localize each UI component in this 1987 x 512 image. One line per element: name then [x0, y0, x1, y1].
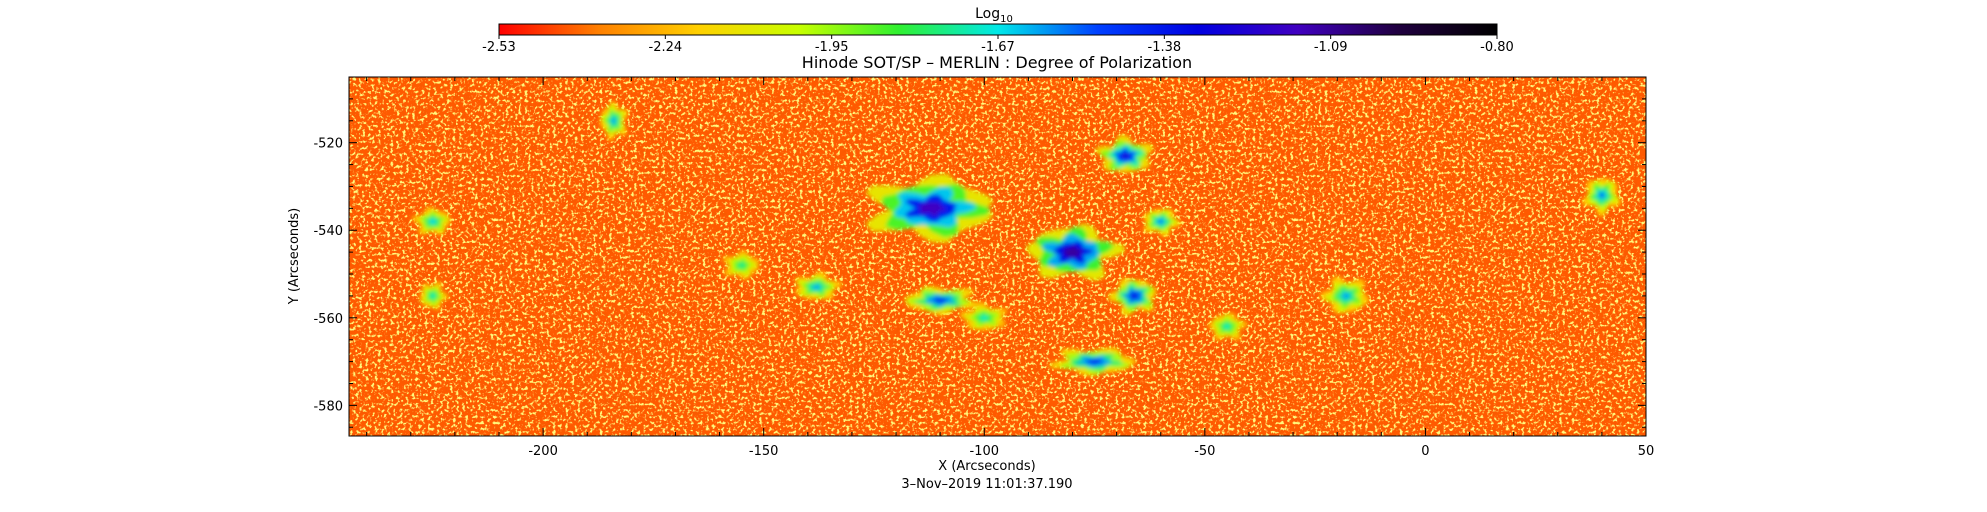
active-region [1026, 223, 1125, 281]
x-tick-label: 50 [1638, 444, 1655, 459]
chart-title: Hinode SOT/SP – MERLIN : Degree of Polar… [802, 53, 1192, 72]
colorbar-gradient [498, 23, 1498, 36]
region-contour [979, 314, 989, 321]
y-tick-label: -540 [313, 224, 343, 239]
active-region [1582, 178, 1621, 217]
region-contour [1063, 245, 1084, 258]
region-contour [1129, 292, 1140, 300]
region-contour [1085, 359, 1104, 365]
active-region [904, 285, 980, 316]
active-region [1208, 312, 1248, 341]
active-region [1095, 134, 1155, 173]
region-contour [1340, 292, 1351, 301]
colorbar-tick-label: -0.80 [1480, 40, 1514, 55]
active-region [600, 100, 629, 141]
active-region [411, 206, 451, 236]
colorbar-label: Log10 [975, 6, 1013, 25]
heatmap-texture-yellow [349, 77, 1646, 436]
active-region [794, 271, 843, 300]
active-region [958, 302, 1008, 331]
x-axis: -200 -150 -100 -50 0 50 [366, 77, 1655, 459]
active-regions [411, 100, 1621, 377]
x-tick-label: -200 [528, 444, 558, 459]
plot-area [349, 77, 1646, 436]
timestamp: 3–Nov–2019 11:01:37.190 [901, 477, 1072, 492]
active-region [865, 173, 994, 243]
y-tick-label: -520 [313, 137, 343, 152]
x-axis-label: X (Arcseconds) [938, 459, 1035, 474]
region-contour [428, 218, 437, 225]
active-region [1047, 347, 1138, 377]
colorbar-tick-label: -1.95 [815, 40, 849, 55]
colorbar-tick-label: -1.38 [1148, 40, 1182, 55]
region-contour [811, 284, 822, 290]
colorbar-ticks: -2.53 -2.24 -1.95 -1.67 -1.38 -1.09 -0.80 [482, 35, 1514, 55]
region-contour [918, 202, 946, 216]
plot-frame [348, 76, 1647, 437]
y-tick-label: -580 [313, 399, 343, 414]
region-contour [429, 292, 436, 299]
region-contour [1157, 218, 1166, 225]
x-tick-label: -150 [749, 444, 779, 459]
region-contour [1223, 323, 1232, 330]
region-contour [737, 262, 746, 269]
y-axis: -520 -540 -560 -580 [313, 76, 1646, 428]
x-tick-label: 0 [1421, 444, 1429, 459]
active-region [419, 281, 450, 311]
active-region [1143, 208, 1182, 238]
active-region [1319, 276, 1370, 314]
region-contour [1119, 151, 1131, 160]
x-tick-label: -100 [970, 444, 1000, 459]
colorbar: Log10 -2.53 -2.24 -1.95 -1.67 -1.38 -1.09 -0.8… [482, 6, 1514, 55]
region-contour [1598, 191, 1607, 200]
y-tick-label: -560 [313, 312, 343, 327]
colorbar-tick-label: -1.67 [981, 40, 1015, 55]
colorbar-tick-label: -2.24 [649, 40, 683, 55]
y-axis-label: Y (Arcseconds) [287, 208, 302, 305]
region-contour [931, 297, 948, 303]
region-contour [610, 116, 617, 125]
colorbar-tick-label: -1.09 [1314, 40, 1348, 55]
active-region [1107, 277, 1157, 316]
x-tick-label: -50 [1194, 444, 1215, 459]
colorbar-tick-label: -2.53 [482, 40, 516, 55]
active-region [722, 250, 760, 280]
